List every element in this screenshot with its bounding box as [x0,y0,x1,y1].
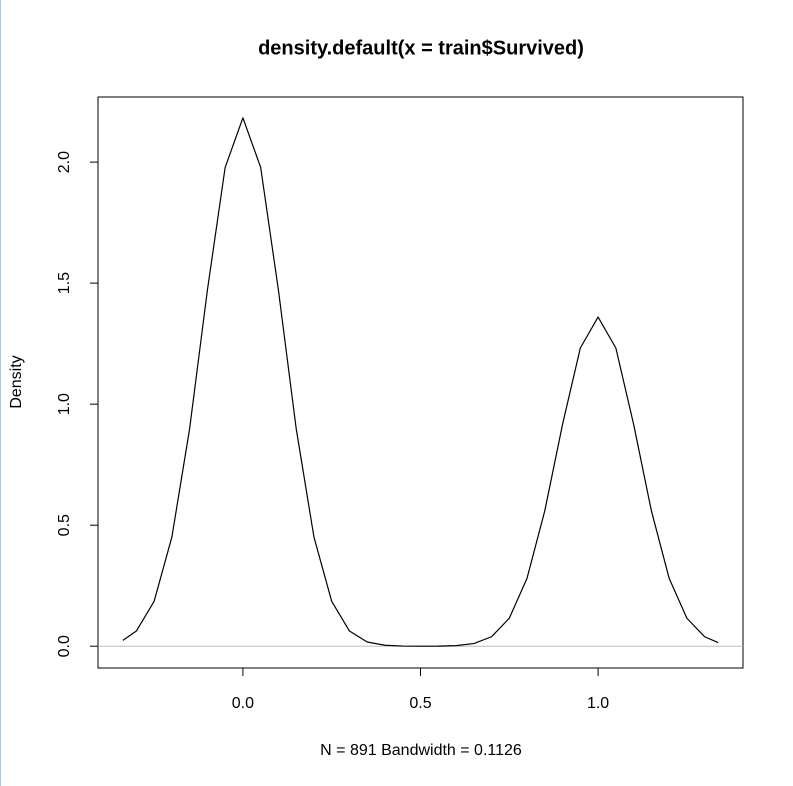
y-tick-label: 0.0 [56,635,73,657]
x-tick-label: 0.5 [409,695,431,712]
plot-box [97,96,744,669]
chart-title: density.default(x = train$Survived) [258,37,584,59]
y-tick-label: 2.0 [56,151,73,173]
density-line [122,117,719,647]
y-axis-label: Density [8,355,25,408]
y-tick-label: 0.5 [56,514,73,536]
x-tick-label: 1.0 [587,695,609,712]
y-tick-label: 1.0 [56,393,73,415]
x-axis-label: N = 891 Bandwidth = 0.1126 [320,742,522,759]
x-tick-label: 0.0 [232,695,254,712]
y-tick-label: 1.5 [56,272,73,294]
